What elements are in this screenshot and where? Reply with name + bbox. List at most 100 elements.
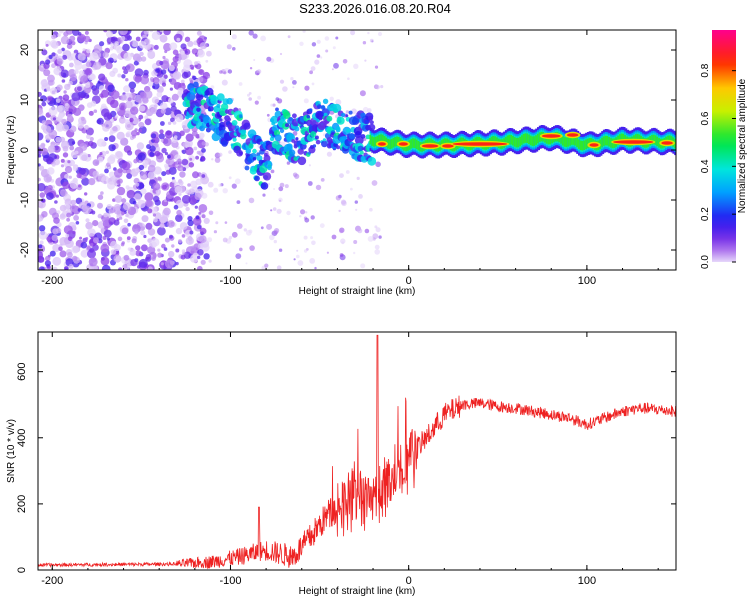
band-hotspot <box>566 133 579 137</box>
y-tick-label: 20 <box>19 44 31 56</box>
noise-blob <box>90 243 94 247</box>
noise-blob <box>85 61 92 68</box>
noise-blob <box>196 224 202 230</box>
noise-blob <box>342 59 348 64</box>
noise-blob <box>120 36 126 41</box>
noise-blob <box>187 219 194 227</box>
noise-blob <box>51 234 58 242</box>
signal-blob <box>322 98 329 105</box>
noise-blob <box>194 192 202 200</box>
band-segment <box>574 136 578 146</box>
band-segment <box>656 136 660 147</box>
colorbar-tick-label: 0.8 <box>700 63 711 77</box>
noise-blob <box>234 178 241 185</box>
signal-blob <box>326 115 333 122</box>
noise-blob <box>131 40 139 48</box>
noise-blob <box>238 82 243 86</box>
signal-blob <box>205 127 211 133</box>
noise-blob <box>135 182 140 187</box>
noise-blob <box>184 36 191 42</box>
noise-blob <box>131 238 137 244</box>
signal-blob <box>321 105 325 109</box>
signal-blob <box>321 108 330 117</box>
noise-blob <box>89 136 94 142</box>
noise-blob <box>100 150 107 157</box>
noise-blob <box>335 36 339 40</box>
noise-blob <box>41 124 47 131</box>
noise-blob <box>88 257 98 267</box>
noise-blob <box>104 226 109 230</box>
signal-blob <box>244 165 250 171</box>
band-segment <box>608 137 612 147</box>
noise-blob <box>185 206 190 212</box>
band-segment <box>678 138 681 151</box>
noise-blob <box>48 106 58 116</box>
signal-blob <box>238 114 243 119</box>
noise-blob <box>151 133 157 139</box>
noise-blob <box>303 98 309 104</box>
noise-blob <box>152 213 156 217</box>
noise-blob <box>159 102 168 110</box>
signal-blob <box>336 145 341 150</box>
noise-blob <box>222 188 228 194</box>
noise-blob <box>266 223 273 230</box>
signal-blob <box>308 146 316 154</box>
signal-blob <box>226 97 233 105</box>
band-segment <box>373 137 376 147</box>
noise-blob <box>304 85 310 91</box>
noise-blob <box>59 136 66 143</box>
noise-blob <box>375 161 381 168</box>
signal-blob <box>252 148 257 154</box>
x-tick-label: -100 <box>219 575 241 587</box>
signal-blob <box>308 108 313 112</box>
noise-blob <box>125 78 129 82</box>
noise-blob <box>308 164 311 167</box>
noise-blob <box>304 217 310 223</box>
signal-blob <box>194 99 203 107</box>
noise-blob <box>59 204 67 212</box>
noise-blob <box>122 66 126 70</box>
signal-blob <box>360 134 366 139</box>
band-segment <box>380 134 384 144</box>
band-segment <box>678 133 681 156</box>
noise-blob <box>77 32 82 36</box>
noise-blob <box>167 121 172 126</box>
noise-blob <box>171 176 175 180</box>
noise-blob <box>367 236 374 242</box>
noise-blob <box>52 244 61 252</box>
colorbar-label: Normalized spectral amplitude <box>737 78 748 213</box>
noise-blob <box>101 108 110 117</box>
noise-blob <box>198 204 208 213</box>
signal-blob <box>367 156 377 166</box>
noise-blob <box>293 258 296 261</box>
noise-blob <box>78 167 86 175</box>
y-tick-label: 400 <box>16 429 28 447</box>
band-segment <box>408 140 412 150</box>
noise-blob <box>104 137 109 141</box>
noise-blob <box>196 150 201 155</box>
noise-blob <box>121 198 127 204</box>
band-segment <box>515 137 519 148</box>
noise-blob <box>137 99 142 104</box>
noise-blob <box>134 75 142 83</box>
noise-blob <box>64 173 70 180</box>
noise-blob <box>55 136 61 143</box>
noise-blob <box>144 115 149 120</box>
noise-blob <box>113 203 121 211</box>
noise-blob <box>103 212 109 218</box>
noise-blob <box>40 147 48 156</box>
noise-blob <box>140 188 147 195</box>
noise-blob <box>132 117 140 125</box>
noise-blob <box>127 97 132 102</box>
band-hotspot <box>421 144 439 148</box>
noise-blob <box>180 43 187 50</box>
noise-blob <box>138 182 145 189</box>
noise-blob <box>114 169 123 178</box>
x-axis-label: Height of straight line (km) <box>299 286 416 297</box>
signal-blob <box>310 131 317 138</box>
band-segment <box>508 134 512 145</box>
snr-frame <box>37 331 677 571</box>
noise-blob <box>245 262 248 265</box>
noise-blob <box>302 30 306 33</box>
noise-blob <box>81 177 90 186</box>
